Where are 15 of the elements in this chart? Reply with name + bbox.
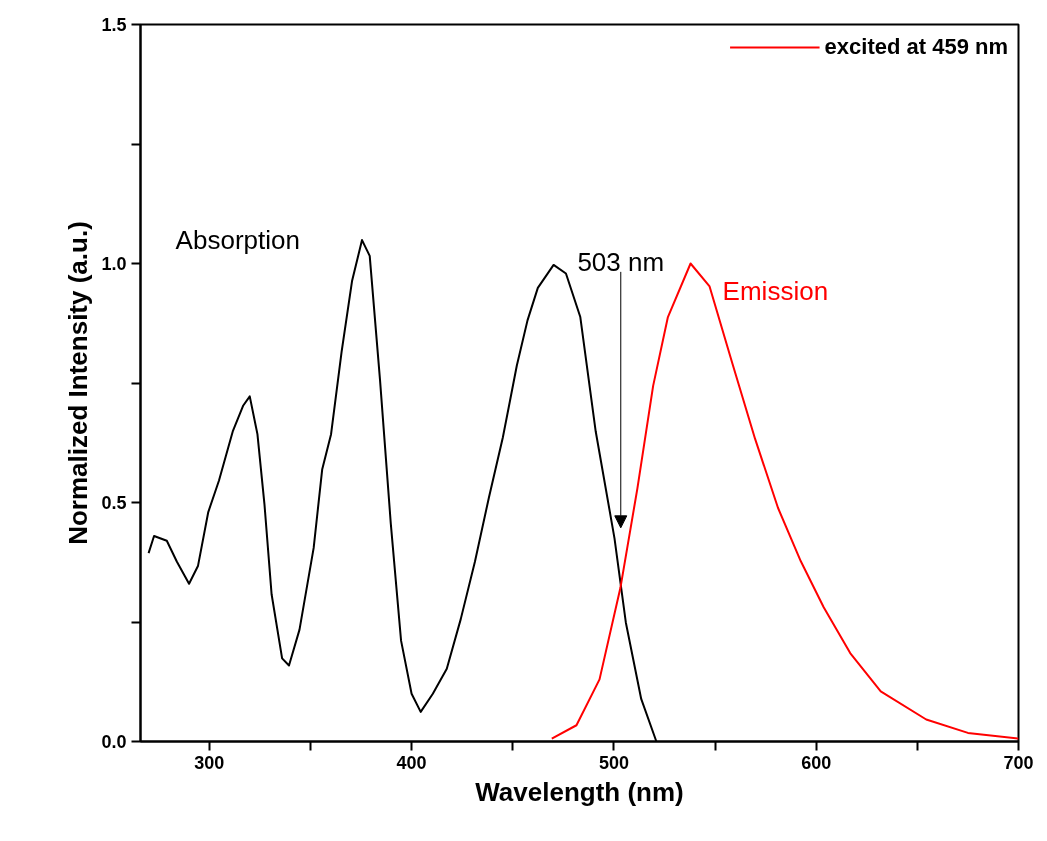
y-tick-label: 0.5 <box>101 493 127 513</box>
y-tick-label: 1.5 <box>101 15 127 35</box>
legend-label: excited at 459 nm <box>824 34 1008 60</box>
x-axis-title: Wavelength (nm) <box>475 776 684 807</box>
x-tick-label: 600 <box>801 752 832 773</box>
y-axis-title: Normalized Intensity (a.u.) <box>63 221 94 545</box>
annotation: Absorption <box>175 225 300 256</box>
y-tick-label: 0.0 <box>101 732 127 752</box>
annotation: 503 nm <box>577 246 665 277</box>
x-tick-label: 400 <box>396 752 427 773</box>
x-tick-label: 300 <box>194 752 225 773</box>
y-tick-label: 1.0 <box>101 254 127 274</box>
x-tick-label: 500 <box>598 752 629 773</box>
annotation: Emission <box>722 276 829 307</box>
x-tick-label: 700 <box>1003 752 1034 773</box>
